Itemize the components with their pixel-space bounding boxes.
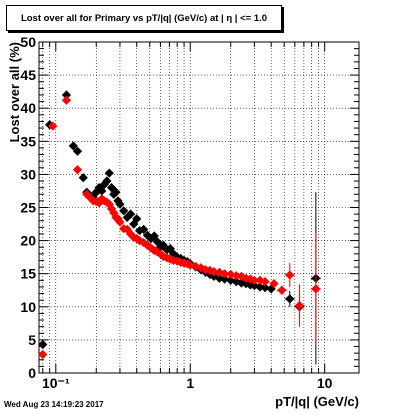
series-0 [38,90,321,365]
grid [39,42,359,373]
data-point [219,274,230,284]
y-tick-label: 10 [20,299,36,315]
data-point [38,349,48,360]
data-point [119,206,129,216]
data-point [106,183,117,193]
data-point [311,284,321,294]
timestamp: Wed Aug 23 14:19:23 2017 [4,400,104,409]
data-point [132,214,142,224]
data-point [111,187,121,197]
data-point [219,269,230,279]
y-tick-label: 25 [20,200,36,216]
data-point [61,90,72,100]
data-point [68,141,78,151]
data-point [294,300,305,311]
x-tick-label: 10 [317,375,333,391]
x-tick-label: 1 [186,375,194,391]
y-axis-label: Lost over all (%) [7,42,22,142]
data-point [155,249,166,259]
y-tick-label: 50 [20,34,36,50]
tick-labels: 0 5 10 15 20 25 30 35 40 45 50 10⁻¹ 1 10 [20,34,332,391]
data-point [260,277,270,287]
data-point [38,339,48,350]
data-point [104,168,114,178]
data-point [115,217,125,227]
series-1 [38,95,321,360]
data-point [236,271,246,281]
y-tick-label: 40 [20,100,36,116]
data-point [245,274,255,284]
data-point [78,173,88,183]
data-point [200,265,211,275]
y-tick-label: 5 [28,332,36,348]
data-point [125,209,136,219]
data-point [231,271,241,281]
data-point [72,146,83,156]
data-point [269,279,279,289]
data-point [285,294,295,304]
y-tick-label: 30 [20,166,36,182]
y-tick-label: 35 [20,133,36,149]
axis-ticks [39,41,359,374]
data-point [168,249,179,259]
data-point [191,261,201,272]
data-point [72,165,83,175]
data-point [209,271,219,281]
data-point [236,278,246,288]
x-axis-label: pT/|q| (GeV/c) [275,394,359,409]
data-point [277,285,287,295]
data-point [260,283,270,293]
data-point [209,267,219,277]
data-point [97,186,107,196]
data-point [139,224,149,234]
y-tick-label: 45 [20,67,36,83]
y-tick-label: 0 [28,365,36,381]
data-point [102,176,112,186]
data-point [115,199,125,209]
data-points [38,90,321,365]
x-tick-label: 10⁻¹ [42,375,70,391]
y-tick-label: 15 [20,266,36,282]
data-point [61,95,72,105]
data-point [214,267,225,277]
data-point [285,270,295,280]
data-point [48,121,58,131]
data-point [249,275,259,285]
data-point [158,251,168,262]
chart-title: Lost over all for Primary vs pT/|q| (GeV… [6,5,282,31]
y-tick-label: 20 [20,233,36,249]
